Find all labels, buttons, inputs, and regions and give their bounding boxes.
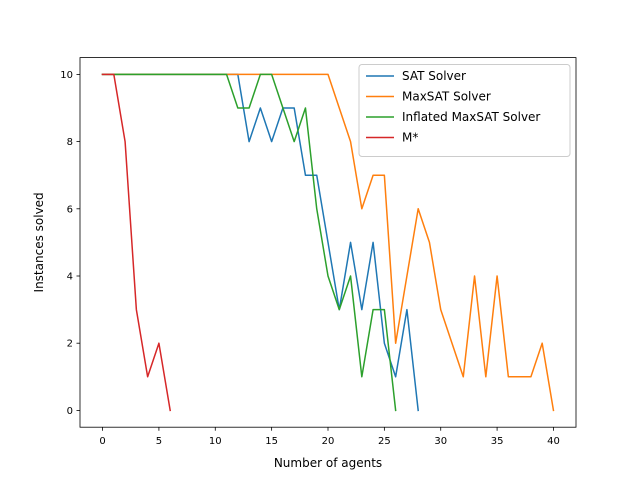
x-tick-label: 20 — [322, 436, 335, 447]
legend-label: M* — [402, 131, 418, 145]
series-line-3 — [101, 73, 172, 412]
x-axis-ticks: 0 5 10 15 20 25 30 35 40 — [99, 427, 560, 447]
y-axis-ticks: 0 2 4 6 8 10 — [60, 70, 80, 417]
y-tick-label: 0 — [67, 406, 73, 417]
y-tick-label: 6 — [67, 204, 73, 215]
y-axis-label: Instances solved — [32, 192, 46, 292]
legend-box — [358, 64, 571, 157]
legend-label: Inflated MaxSAT Solver — [402, 110, 540, 124]
x-axis-label: Number of agents — [274, 456, 382, 470]
legend: SAT Solver MaxSAT Solver Inflated MaxSAT S… — [358, 64, 571, 157]
y-tick-label: 8 — [67, 137, 73, 148]
y-tick-label: 4 — [67, 272, 73, 283]
legend-label: SAT Solver — [402, 69, 466, 83]
series-line-2 — [101, 73, 397, 412]
x-tick-label: 15 — [265, 436, 278, 447]
x-tick-label: 10 — [209, 436, 222, 447]
x-tick-label: 30 — [434, 436, 447, 447]
x-tick-label: 0 — [99, 436, 105, 447]
x-tick-label: 40 — [547, 436, 560, 447]
y-tick-label: 2 — [67, 339, 73, 350]
legend-label: MaxSAT Solver — [402, 90, 491, 104]
x-tick-label: 25 — [378, 436, 391, 447]
x-tick-label: 5 — [156, 436, 162, 447]
y-tick-label: 10 — [60, 70, 73, 81]
plot-lines — [101, 73, 555, 412]
x-tick-label: 35 — [491, 436, 504, 447]
